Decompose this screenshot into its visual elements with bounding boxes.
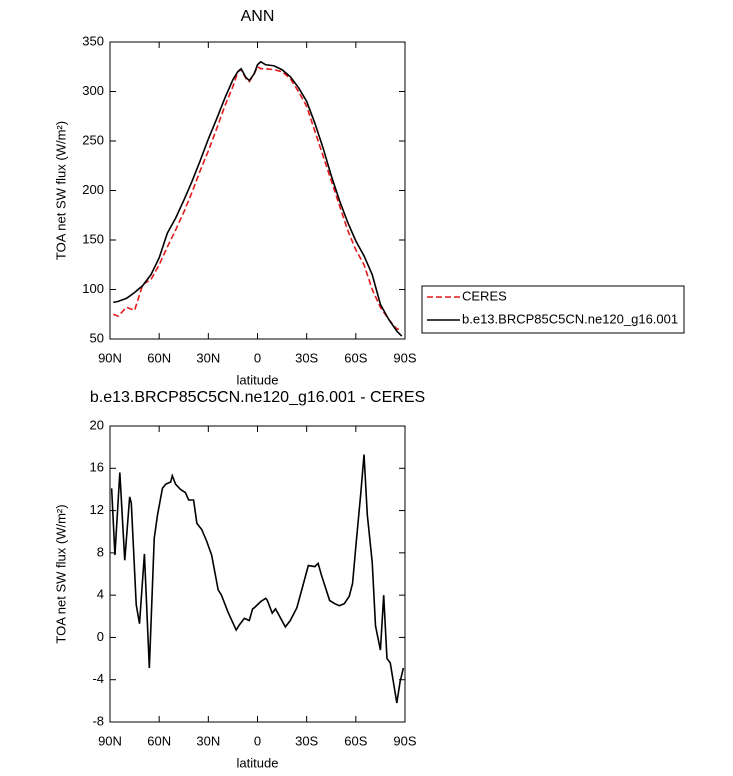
x-tick-label: 90N [98,350,122,365]
y-tick-label: 20 [90,417,104,432]
legend-label: b.e13.BRCP85C5CN.ne120_g16.001 [462,311,678,326]
chart-title: ANN [241,8,275,25]
y-tick-label: 300 [82,83,104,98]
y-tick-label: 200 [82,182,104,197]
x-tick-label: 60S [344,350,367,365]
y-tick-label: 350 [82,33,104,48]
x-tick-label: 60S [344,733,367,748]
y-tick-label: 12 [90,502,104,517]
chart-title: b.e13.BRCP85C5CN.ne120_g16.001 - CERES [90,389,425,406]
x-tick-label: 30S [295,350,318,365]
y-tick-label: 8 [97,544,104,559]
legend-label: CERES [462,288,507,303]
y-tick-label: 100 [82,281,104,296]
y-axis-label: TOA net SW flux (W/m²) [53,504,68,643]
x-tick-label: 90N [98,733,122,748]
x-tick-label: 60N [147,733,171,748]
x-tick-label: 30N [196,733,220,748]
data-line [113,60,403,337]
legend-box [421,285,685,334]
y-tick-label: 50 [90,330,104,345]
data-line [110,454,405,704]
x-tick-label: 0 [254,733,261,748]
y-tick-label: 150 [82,231,104,246]
x-tick-label: 60N [147,350,171,365]
data-line [112,65,402,330]
x-tick-label: 90S [393,733,416,748]
y-tick-label: 4 [97,587,104,602]
y-tick-label: 16 [90,460,104,475]
x-tick-label: 30N [196,350,220,365]
plot-frame [109,425,406,723]
x-tick-label: 30S [295,733,318,748]
y-tick-label: -4 [92,671,104,686]
y-tick-label: 250 [82,132,104,147]
plot-frame [109,41,406,340]
x-tick-label: 90S [393,350,416,365]
x-axis-label: latitude [237,755,279,770]
y-tick-label: 0 [97,629,104,644]
y-axis-label: TOA net SW flux (W/m²) [53,121,68,260]
y-tick-label: -8 [92,713,104,728]
x-axis-label: latitude [237,372,279,387]
x-tick-label: 0 [254,350,261,365]
